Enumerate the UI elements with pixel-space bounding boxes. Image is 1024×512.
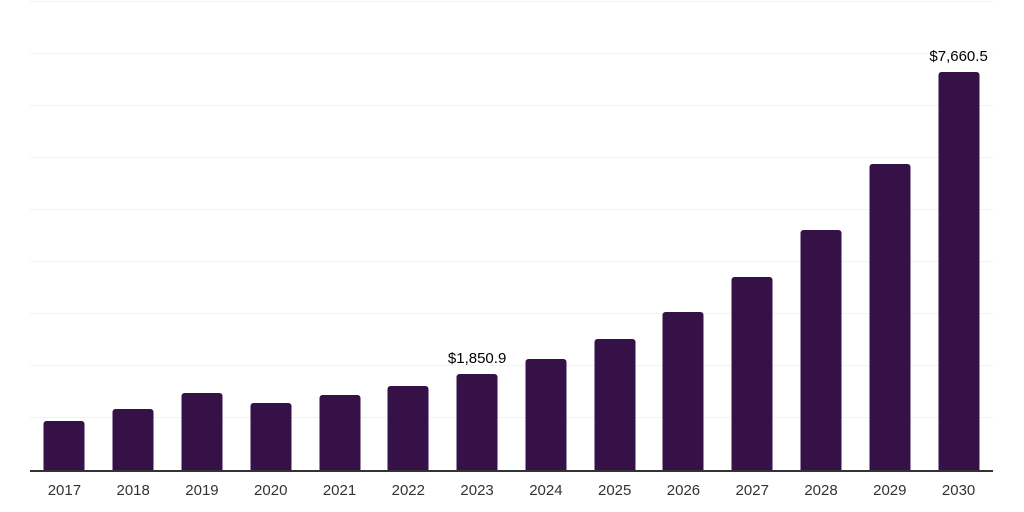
bar-slot-2018 bbox=[99, 2, 168, 470]
x-tick-label-2017: 2017 bbox=[47, 482, 82, 499]
x-tick-label-2027: 2027 bbox=[735, 482, 769, 499]
gridline bbox=[30, 209, 993, 210]
bar-slot-2028 bbox=[787, 2, 856, 470]
bar-2019 bbox=[181, 392, 223, 470]
x-tick-label-2022: 2022 bbox=[391, 482, 425, 499]
bar-slot-2021 bbox=[305, 2, 374, 470]
x-tick-label-2028: 2028 bbox=[804, 482, 838, 499]
bar-slot-2026 bbox=[649, 2, 718, 470]
gridline bbox=[30, 313, 993, 314]
bar-2029 bbox=[869, 164, 911, 470]
gridline bbox=[30, 53, 993, 54]
gridline bbox=[30, 105, 993, 106]
bar-slot-2030: $7,660.5 bbox=[924, 2, 993, 470]
bar-2022 bbox=[387, 385, 429, 470]
x-tick-label-2020: 2020 bbox=[254, 482, 288, 499]
x-tick-label-2029: 2029 bbox=[873, 482, 907, 499]
x-tick-label-2019: 2019 bbox=[185, 482, 219, 499]
bar-slot-2025 bbox=[580, 2, 649, 470]
bar-2026 bbox=[662, 312, 704, 470]
gridline bbox=[30, 261, 993, 262]
bar-2024 bbox=[525, 358, 567, 470]
bar-2025 bbox=[594, 338, 636, 470]
x-tick-label-2018: 2018 bbox=[116, 482, 150, 499]
bar-slot-2020 bbox=[236, 2, 305, 470]
bar-2028 bbox=[800, 230, 842, 470]
bar-2023 bbox=[456, 373, 498, 470]
gridline bbox=[30, 157, 993, 158]
x-tick-label-2025: 2025 bbox=[597, 482, 632, 499]
bar-slot-2029 bbox=[855, 2, 924, 470]
x-tick-label-2024: 2024 bbox=[529, 482, 563, 499]
bar-2027 bbox=[731, 277, 773, 470]
bar-2017 bbox=[43, 420, 85, 470]
bar-slot-2017 bbox=[30, 2, 99, 470]
bar-slot-2019 bbox=[168, 2, 237, 470]
bar-slot-2024 bbox=[512, 2, 581, 470]
value-label-2023: $1,850.9 bbox=[447, 349, 507, 367]
x-tick-label-2030: 2030 bbox=[941, 482, 976, 499]
gridline bbox=[30, 417, 993, 418]
gridline bbox=[30, 1, 993, 2]
x-tick-label-2021: 2021 bbox=[322, 482, 357, 499]
x-axis-labels: 2017 2018 2019 2020 2021 2022 2023 2024 2025 2026… bbox=[0, 481, 1024, 505]
value-label-2030: $7,660.5 bbox=[929, 47, 988, 65]
plot-area: $1,850.9 $7,660.5 bbox=[30, 1, 993, 472]
bar-2030 bbox=[938, 71, 980, 470]
bar-2021 bbox=[319, 395, 361, 470]
bar-slot-2023: $1,850.9 bbox=[443, 2, 512, 470]
bar-2020 bbox=[250, 402, 292, 470]
x-tick-label-2026: 2026 bbox=[666, 482, 701, 499]
bar-slot-2022 bbox=[374, 2, 443, 470]
gridline bbox=[30, 365, 993, 366]
bar-slot-2027 bbox=[718, 2, 787, 470]
x-tick-label-2023: 2023 bbox=[460, 482, 494, 499]
bar-2018 bbox=[112, 408, 154, 470]
